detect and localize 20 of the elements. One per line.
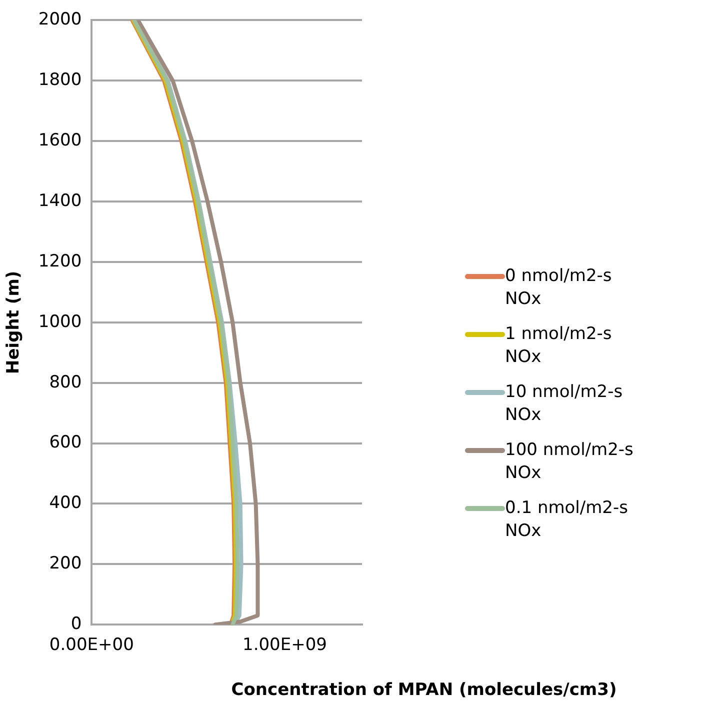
y-tick-label: 1200 [38, 251, 82, 272]
legend-label: 0 nmol/m2-s NOx [505, 265, 613, 311]
y-tick-label: 200 [49, 554, 82, 574]
y-tick-label: 1800 [38, 70, 82, 90]
legend-label: 10 nmol/m2-s NOx [505, 381, 624, 427]
y-tick-label: 600 [49, 432, 82, 453]
y-tick-label: 0 [70, 614, 82, 634]
y-tick-label: 1600 [38, 130, 82, 150]
x-tick-label: 1.00E+09 [242, 635, 327, 656]
y-tick-label: 2000 [38, 10, 82, 30]
y-axis-title: Height (m) [4, 270, 24, 374]
x-axis-title: Concentration of MPAN (molecules/cm3) [230, 680, 618, 700]
y-tick-label: 400 [49, 493, 82, 514]
legend-label: 0.1 nmol/m2-s NOx [505, 497, 629, 543]
y-tick-label: 1400 [38, 190, 82, 211]
y-tick-label: 1000 [38, 312, 82, 332]
legend-label: 100 nmol/m2-s NOx [505, 439, 634, 485]
x-tick-label: 0.00E+00 [49, 635, 134, 656]
legend-label: 1 nmol/m2-s NOx [505, 323, 613, 369]
y-tick-label: 800 [49, 372, 82, 392]
